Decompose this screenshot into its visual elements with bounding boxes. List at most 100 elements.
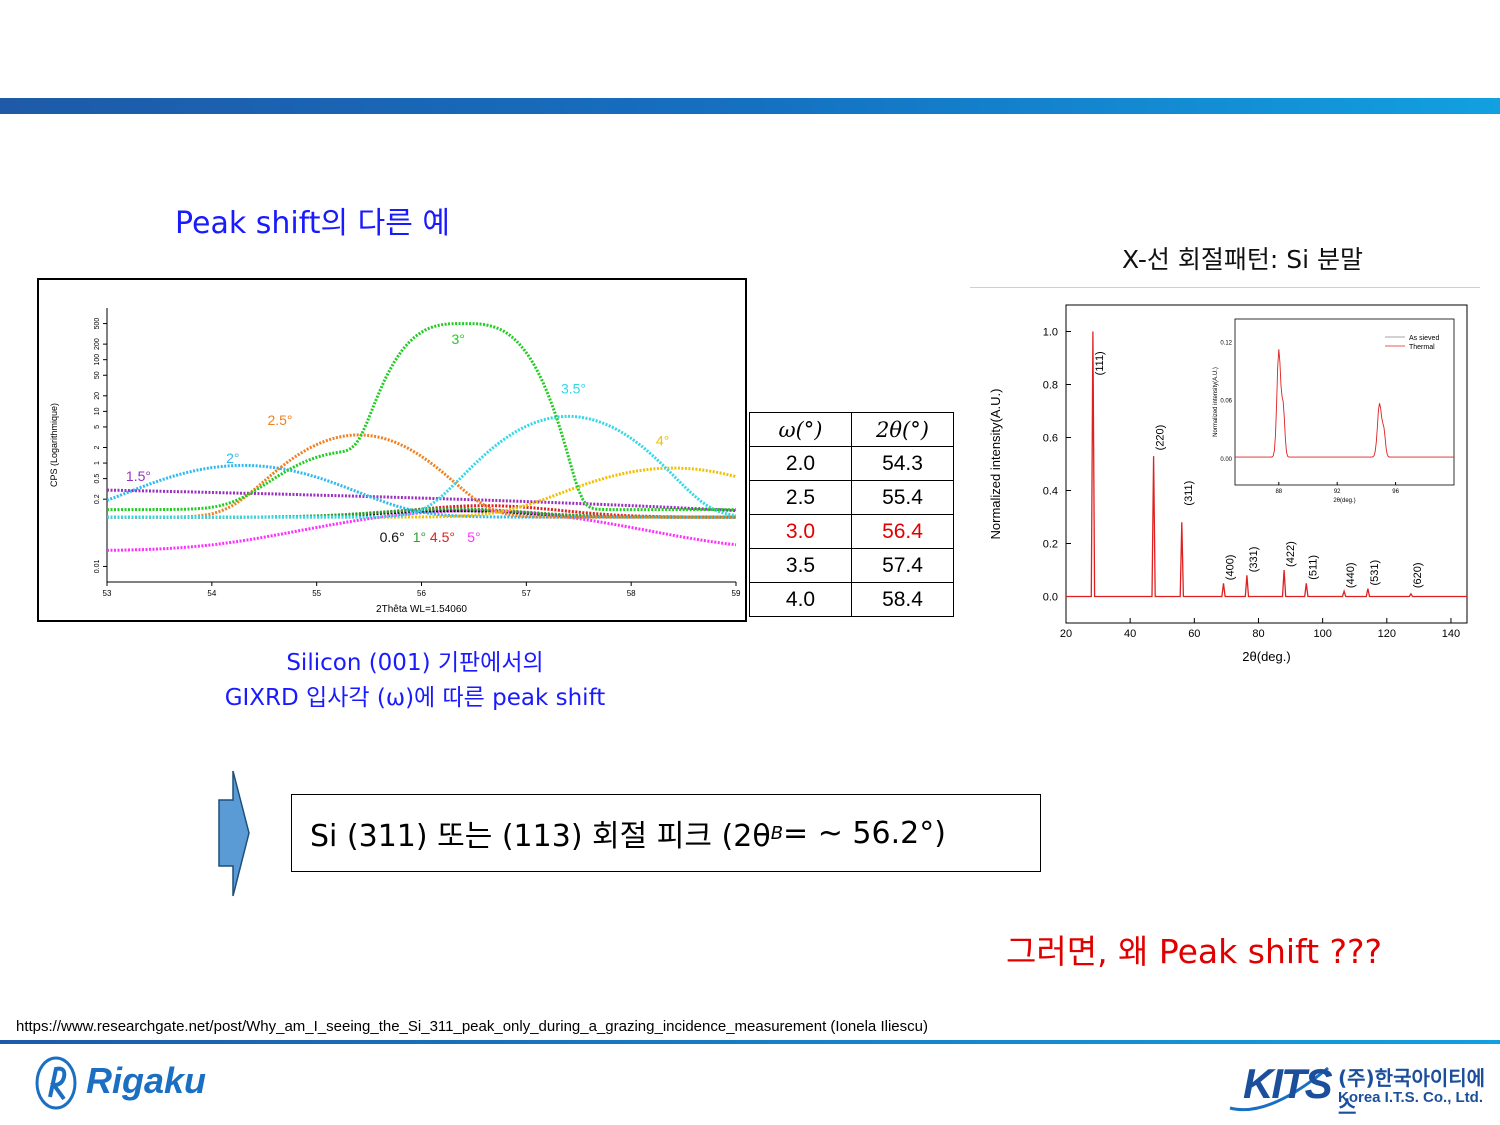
- table-cell: 55.4: [851, 480, 954, 515]
- series-line-6: [107, 414, 737, 519]
- inset-y-tick-label: 0.12: [1220, 340, 1232, 346]
- x-tick-label: 40: [1124, 628, 1136, 640]
- y-tick-label: 100: [94, 354, 101, 366]
- table-cell: 57.4: [851, 548, 954, 583]
- x-tick-label: 60: [1188, 628, 1200, 640]
- reference-link[interactable]: https://www.researchgate.net/post/Why_am…: [16, 1018, 928, 1035]
- right-arrow-icon: [218, 770, 250, 897]
- table-row: 2.5 55.4: [749, 480, 954, 515]
- omega-2theta-table: ω(°) 2θ(°) 2.0 54.3 2.5 55.4 3.0 56.4 3.5 57…: [749, 412, 954, 617]
- inset-x-tick-label: 88: [1275, 489, 1282, 495]
- x-tick-label: 57: [522, 589, 531, 598]
- peak-label: (422): [1285, 541, 1297, 567]
- peak-label: (400): [1225, 555, 1237, 581]
- series-label: 4°: [656, 432, 669, 448]
- x-axis-label: 2Thêta WL=1.54060: [376, 604, 467, 615]
- x-tick-label: 100: [1313, 628, 1331, 640]
- y-tick-label: 1.0: [1043, 327, 1058, 339]
- xrd-title: X-선 회절패턴: Si 분말: [1122, 245, 1363, 274]
- peak-label: (620): [1412, 562, 1424, 588]
- gixrd-chart-svg: 53 54 55 56 57 58 59 0.01 0.2 0.5 1 2 5 10 20 50 100 200 5…: [49, 308, 741, 615]
- peak-label: (440): [1345, 562, 1357, 588]
- y-tick-label: 0.5: [94, 474, 101, 484]
- y-tick-label: 0.0: [1043, 592, 1058, 604]
- y-tick-label: 10: [94, 407, 101, 415]
- inset-y-tick-label: 0.06: [1220, 399, 1232, 405]
- inset-legend-label: As sieved: [1409, 335, 1439, 342]
- series-label: 1°: [413, 529, 426, 545]
- series-label: 3°: [451, 331, 464, 347]
- x-tick-label: 55: [312, 589, 321, 598]
- table-header-row: ω(°) 2θ(°): [749, 412, 954, 447]
- rigaku-logo-icon: [35, 1056, 77, 1110]
- y-tick-label: 0.2: [1043, 539, 1058, 551]
- xrd-pattern-line: [1066, 331, 1467, 598]
- x-tick-label: 56: [417, 589, 426, 598]
- y-tick-label: 0.4: [1043, 486, 1058, 498]
- y-tick-label: 1: [94, 461, 101, 465]
- x-axis-label: 2θ(deg.): [1242, 649, 1290, 664]
- series-label: 0.6°: [380, 529, 405, 545]
- table-cell: 56.4: [851, 514, 954, 549]
- table-row: 4.0 58.4: [749, 582, 954, 617]
- kits-logo-text: KITS: [1243, 1060, 1333, 1107]
- series-line-2: [106, 488, 737, 513]
- kits-korean-name: (주)한국아이티에스: [1338, 1066, 1486, 1119]
- top-accent-bar: [0, 98, 1500, 114]
- y-tick-label: 0.01: [94, 560, 101, 574]
- y-tick-label: 20: [94, 392, 101, 400]
- slide-title: Peak shift의 다른 예: [175, 206, 451, 241]
- y-tick-label: 0.2: [94, 494, 101, 504]
- kits-english-name: Korea I.T.S. Co., Ltd.: [1338, 1089, 1484, 1106]
- peak-label: (220): [1155, 425, 1167, 451]
- y-axis-label: Normalized intensity(A.U.): [988, 389, 1003, 540]
- table-cell: 58.4: [851, 582, 954, 617]
- series-label: 2°: [226, 450, 239, 466]
- x-tick-label: 59: [732, 589, 741, 598]
- y-tick-label: 5: [94, 425, 101, 429]
- series-line-4: [107, 433, 736, 519]
- table-cell: 2.5: [749, 480, 852, 515]
- table-row: 2.0 54.3: [749, 446, 954, 481]
- peak-label: (531): [1369, 560, 1381, 586]
- series-line-5: [107, 322, 736, 512]
- y-tick-label: 50: [94, 371, 101, 379]
- inset-y-label: Normalized intensity(A.U.): [1213, 367, 1219, 437]
- series-label: 2.5°: [267, 412, 292, 428]
- peak-label: (331): [1248, 547, 1260, 573]
- x-tick-label: 20: [1060, 628, 1072, 640]
- y-tick-label: 500: [94, 318, 101, 330]
- rigaku-logo-text: Rigaku: [86, 1060, 207, 1101]
- formula-box: Si (311) 또는 (113) 회절 피크 (2θ B = ~ 56.2°): [291, 794, 1041, 872]
- formula-text: Si (311) 또는 (113) 회절 피크 (2θ: [310, 819, 771, 854]
- xrd-divider: [970, 287, 1480, 288]
- bottom-accent-bar: [0, 1040, 1500, 1044]
- question-text: 그러면, 왜 Peak shift ???: [1006, 932, 1383, 971]
- inset-x-tick-label: 92: [1334, 489, 1341, 495]
- caption-line2: GIXRD 입사각 (ω)에 따른 peak shift: [224, 685, 606, 711]
- table-cell: 3.0: [749, 514, 852, 549]
- xrd-chart-svg: 20 40 60 80 100 120 140 0.0 0.2 0.4 0.6 0.8 1.0 2θ(de…: [988, 304, 1468, 664]
- table-row-highlight: 3.0 56.4: [749, 514, 954, 549]
- plot-frame: [1065, 304, 1468, 624]
- series-label: 1.5°: [126, 468, 151, 484]
- x-tick-label: 80: [1252, 628, 1264, 640]
- inset-x-tick-label: 96: [1392, 489, 1399, 495]
- table-header-2theta: 2θ(°): [851, 412, 954, 447]
- y-tick-label: 2: [94, 445, 101, 449]
- chart-caption: Silicon (001) 기판에서의 GIXRD 입사각 (ω)에 따른 pe…: [150, 646, 680, 716]
- peak-label: (111): [1094, 351, 1106, 375]
- x-tick-label: 140: [1442, 628, 1460, 640]
- table-cell: 2.0: [749, 446, 852, 481]
- peak-label: (311): [1183, 481, 1195, 506]
- x-tick-label: 58: [627, 589, 636, 598]
- inset-y-tick-label: 0.00: [1220, 457, 1232, 463]
- y-tick-label: 0.6: [1043, 433, 1058, 445]
- caption-line1: Silicon (001) 기판에서의: [286, 650, 544, 676]
- series-label: 5°: [467, 529, 480, 545]
- x-tick-label: 53: [103, 589, 112, 598]
- table-cell: 3.5: [749, 548, 852, 583]
- x-tick-label: 120: [1378, 628, 1396, 640]
- y-axis-label: CPS (Logarithmique): [49, 403, 59, 487]
- formula-tail: = ~ 56.2°): [783, 815, 946, 851]
